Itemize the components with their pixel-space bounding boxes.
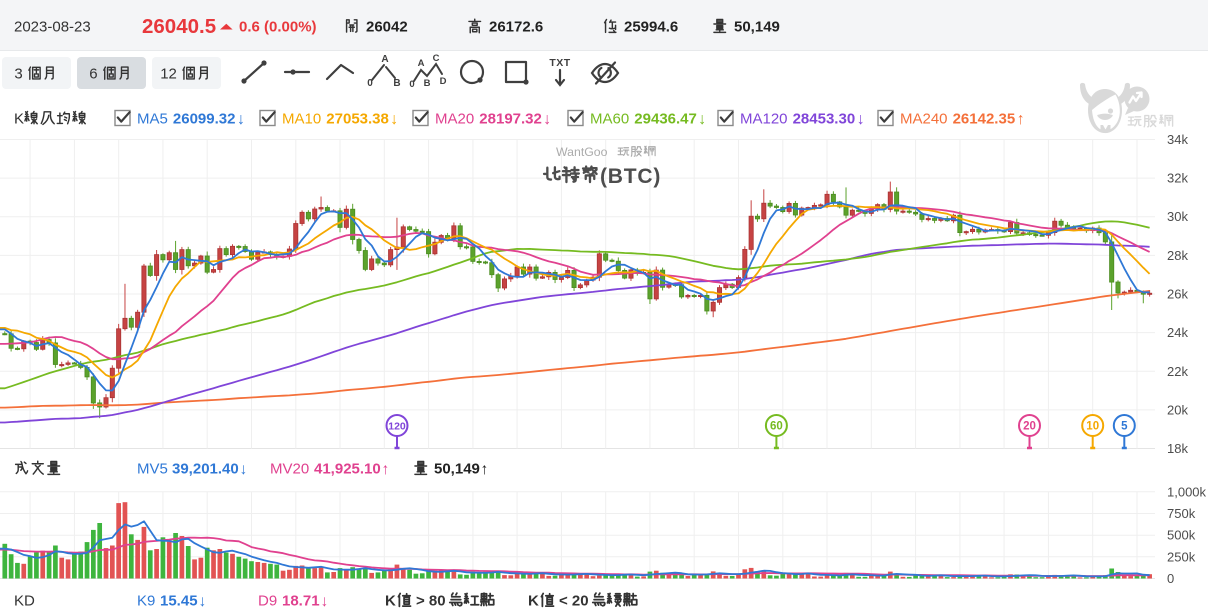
svg-text:20: 20 [1023,421,1036,433]
svg-text:120: 120 [388,421,406,433]
svg-text:KD: KD [14,593,35,610]
svg-text:26172.6: 26172.6 [489,19,543,36]
svg-text:↑: ↑ [481,461,489,478]
svg-text:18k: 18k [1167,441,1188,456]
svg-text:(BTC): (BTC) [600,165,661,188]
svg-text:24k: 24k [1167,325,1188,340]
svg-text:22k: 22k [1167,364,1188,379]
svg-text:50,149: 50,149 [734,19,780,36]
svg-text:27053.38: 27053.38 [326,111,389,128]
svg-text:MA5: MA5 [137,111,168,128]
svg-text:12: 12 [160,66,177,83]
svg-text:39,201.40: 39,201.40 [172,461,239,478]
svg-text:MA60: MA60 [590,111,629,128]
svg-text:10: 10 [1086,421,1099,433]
svg-text:28453.30: 28453.30 [793,111,856,128]
svg-text:28k: 28k [1167,248,1188,263]
svg-text:↓: ↓ [237,111,245,128]
svg-text:TXT: TXT [549,57,570,69]
svg-text:D9: D9 [258,593,277,610]
svg-text:3: 3 [14,66,22,83]
svg-text:6: 6 [89,66,97,83]
svg-text:MV20: MV20 [270,461,309,478]
svg-text:A: A [381,54,388,65]
svg-text:K: K [14,111,24,128]
svg-text:↓: ↓ [857,111,865,128]
svg-text:29436.47: 29436.47 [634,111,697,128]
svg-text:MV5: MV5 [137,461,168,478]
svg-text:↑: ↑ [382,461,390,478]
svg-text:MA10: MA10 [282,111,321,128]
svg-text:> 80: > 80 [416,593,446,610]
svg-text:2023-08-23: 2023-08-23 [14,19,91,36]
svg-text:↓: ↓ [240,461,248,478]
svg-text:< 20: < 20 [559,593,589,610]
svg-text:↓: ↓ [199,593,207,610]
svg-text:32k: 32k [1167,171,1188,186]
svg-text:0: 0 [409,79,414,90]
svg-text:25994.6: 25994.6 [624,19,678,36]
svg-text:26142.35: 26142.35 [953,111,1016,128]
svg-text:28197.32: 28197.32 [479,111,542,128]
svg-text:34k: 34k [1167,132,1188,147]
svg-text:MA20: MA20 [435,111,474,128]
svg-text:18.71: 18.71 [282,593,320,610]
svg-text:A: A [418,58,425,69]
svg-text:750k: 750k [1167,506,1196,521]
svg-text:0: 0 [367,78,373,89]
svg-text:41,925.10: 41,925.10 [314,461,381,478]
svg-text:30k: 30k [1167,209,1188,224]
svg-text:1,000k: 1,000k [1167,484,1207,499]
svg-text:B: B [424,78,431,89]
svg-text:↓: ↓ [390,111,398,128]
svg-text:250k: 250k [1167,549,1196,564]
svg-text:K9: K9 [137,593,155,610]
svg-text:26040.5: 26040.5 [142,15,216,38]
svg-text:20k: 20k [1167,402,1188,417]
svg-text:MA120: MA120 [740,111,788,128]
svg-text:50,149: 50,149 [434,461,480,478]
svg-text:26099.32: 26099.32 [173,111,236,128]
svg-text:↓: ↓ [543,111,551,128]
svg-text:26042: 26042 [366,19,408,36]
svg-text:↓: ↓ [698,111,706,128]
svg-text:MA240: MA240 [900,111,948,128]
svg-text:26k: 26k [1167,287,1188,302]
svg-text:15.45: 15.45 [160,593,198,610]
svg-text:500k: 500k [1167,528,1196,543]
svg-text:5: 5 [1121,421,1128,433]
svg-text:K: K [528,593,539,610]
svg-text:0: 0 [1167,571,1174,586]
svg-text:WantGoo: WantGoo [556,145,608,159]
svg-text:↑: ↑ [1017,111,1025,128]
svg-text:0.6 (0.00%): 0.6 (0.00%) [239,19,317,36]
svg-text:C: C [433,53,440,64]
svg-text:↓: ↓ [321,593,329,610]
svg-text:K: K [385,593,396,610]
svg-text:D: D [440,76,447,87]
svg-text:60: 60 [770,421,783,433]
svg-text:B: B [393,78,400,89]
